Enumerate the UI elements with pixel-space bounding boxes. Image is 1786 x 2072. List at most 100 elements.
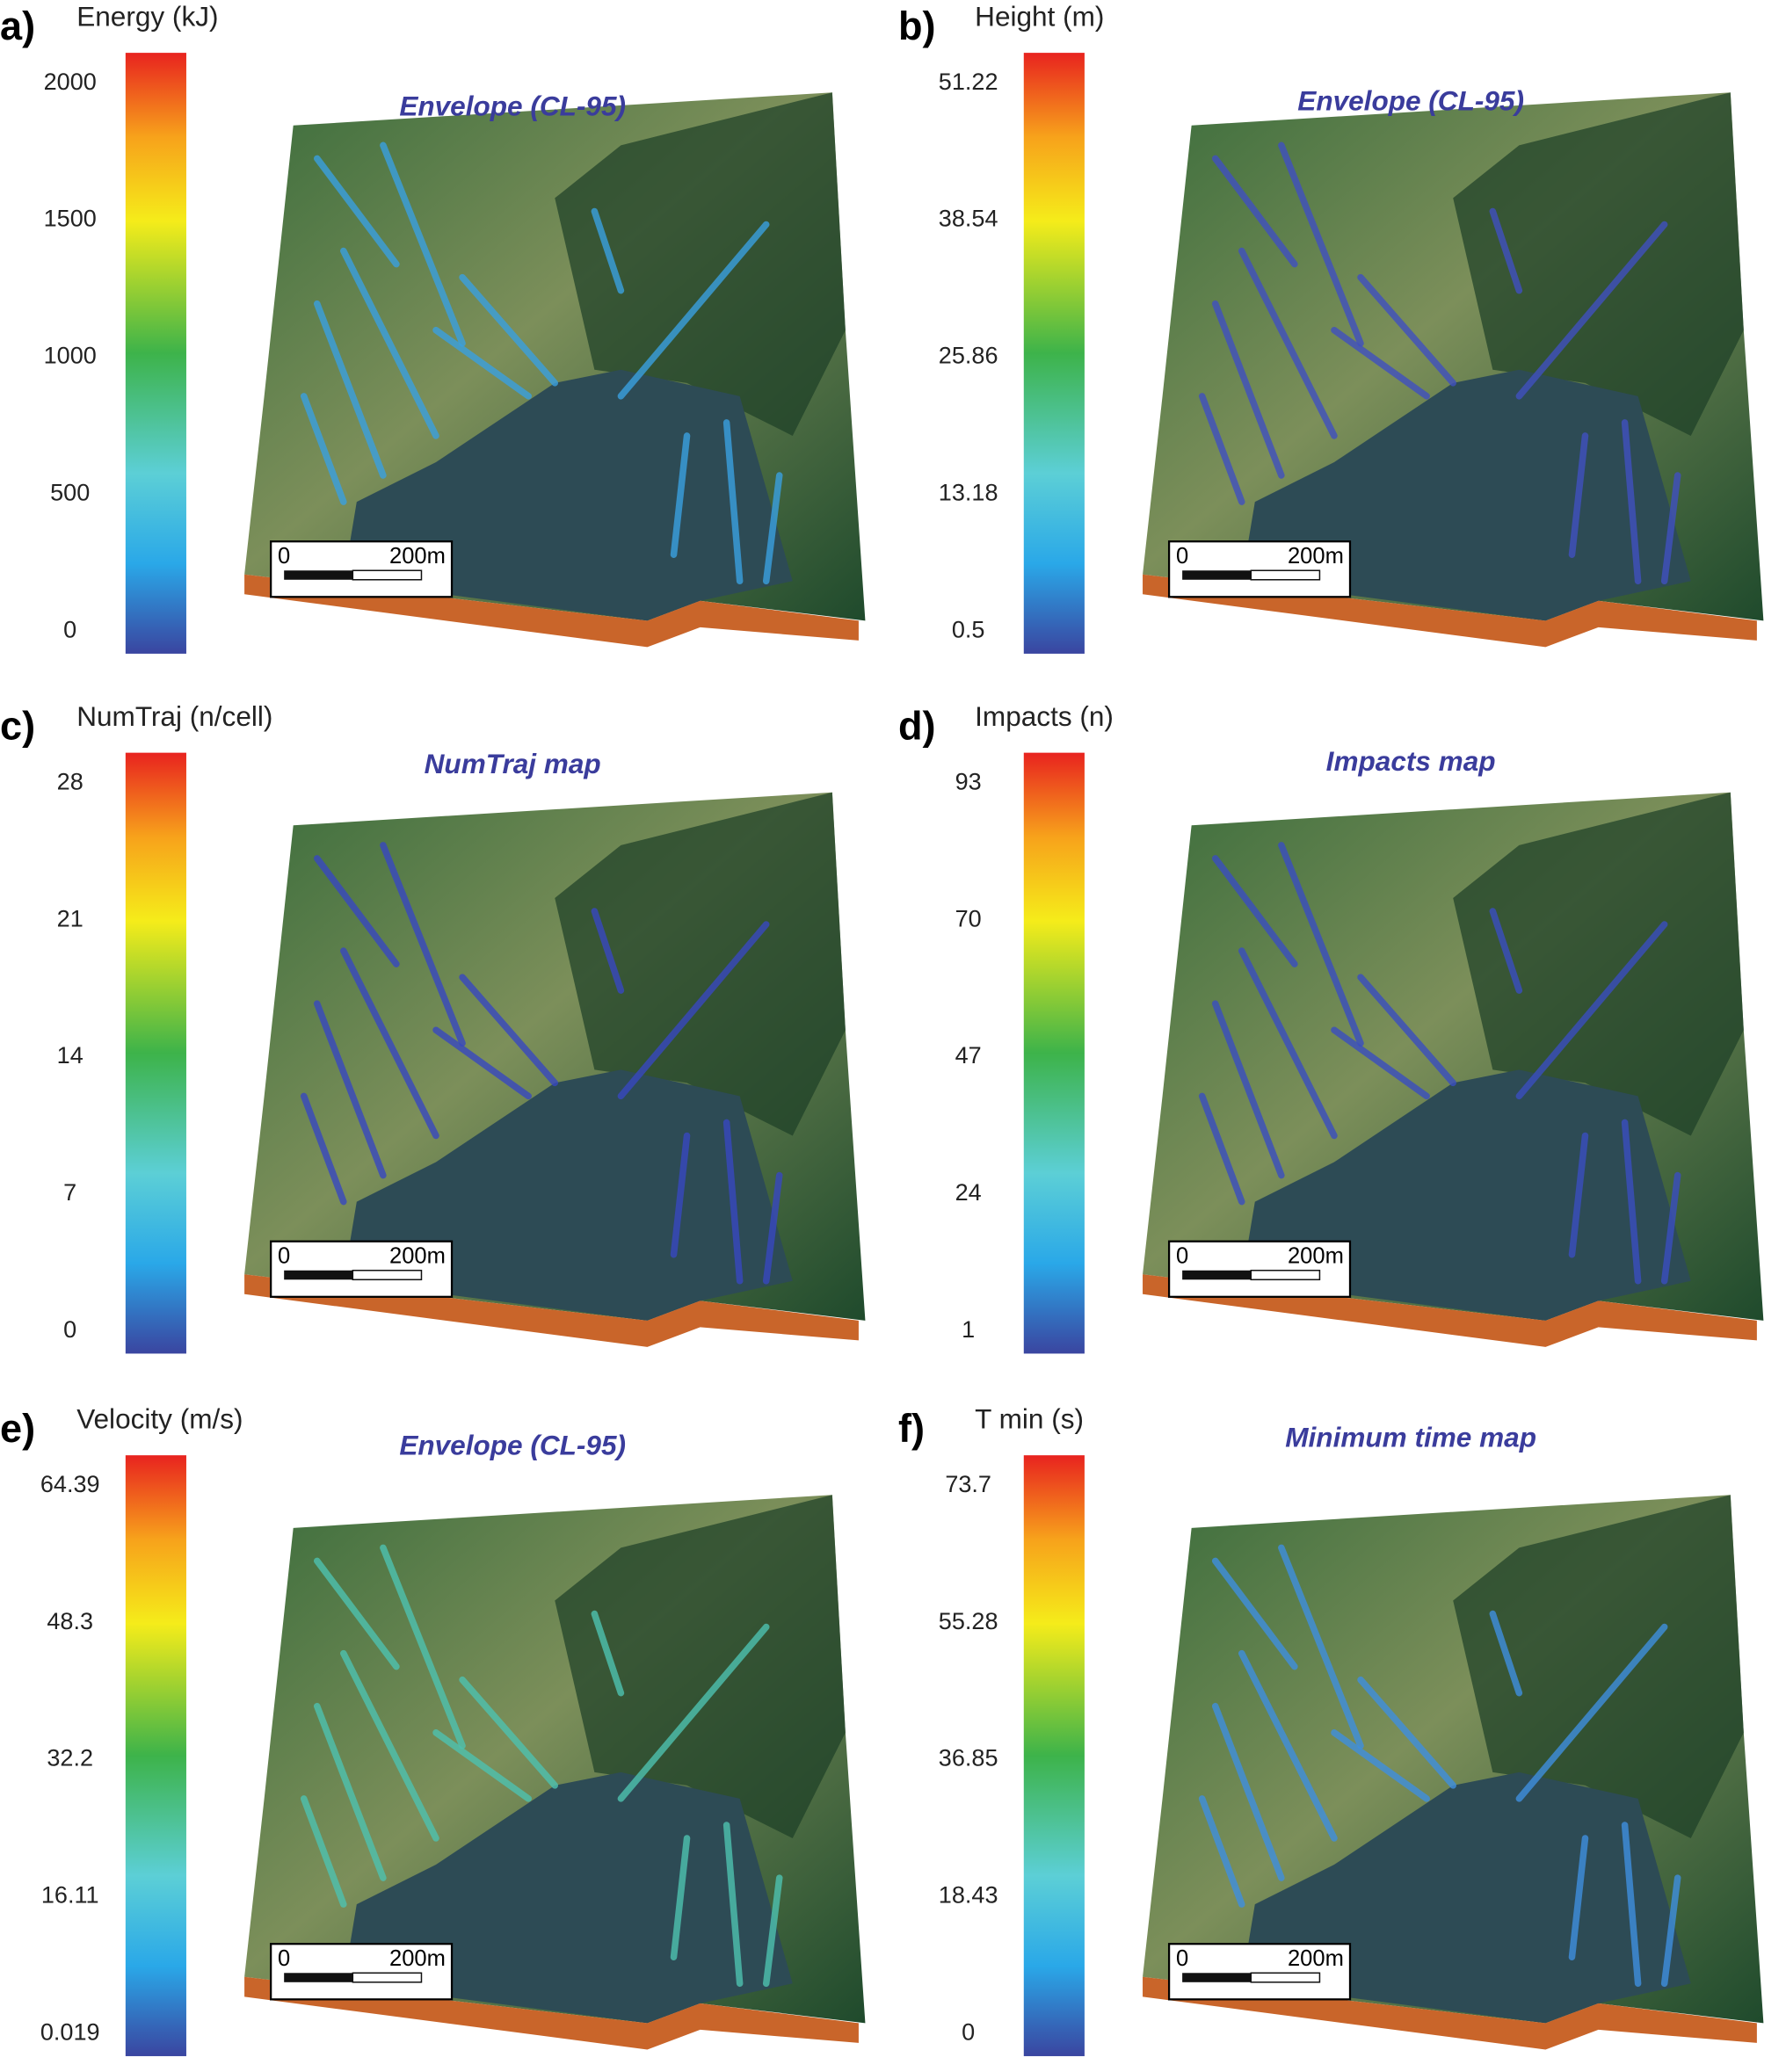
trajectory-streak <box>313 1000 387 1179</box>
colorbar-tick-label: 25.86 <box>939 343 998 369</box>
scale-label: 0 <box>278 544 290 569</box>
map-title: Envelope (CL-95) <box>1297 85 1524 117</box>
trajectory-streak <box>617 921 770 1100</box>
colorbar-tick-label: 7 <box>63 1179 76 1206</box>
colorbar-tick-label: 51.22 <box>939 69 998 95</box>
trajectory-streak <box>1211 300 1285 479</box>
colorbar-tick-label: 0.019 <box>40 2019 100 2046</box>
colorbar-tick-label: 28 <box>57 768 83 794</box>
panel: c) NumTraj (n/cell) 0 7 14 21 28 NumTraj map 0 20… <box>0 700 866 1354</box>
panel-label: d) <box>898 703 936 748</box>
trajectory-streak <box>1621 1822 1642 1988</box>
panel: d) Impacts (n) 1 24 47 70 93 Impacts map 0 200m <box>898 700 1764 1354</box>
trajectory-streak <box>591 908 625 994</box>
lake <box>343 1771 793 2024</box>
colorbar-tick-label: 1500 <box>44 206 97 232</box>
trajectory-streak <box>670 432 691 558</box>
panel: f) T min (s) 0 18.43 36.85 55.28 73.7 Minimum t… <box>898 1402 1764 2056</box>
trajectory-streak <box>762 472 783 585</box>
scale-bar <box>1182 1973 1252 1982</box>
trajectory-streak <box>1198 1795 1245 1908</box>
trajectory-streak <box>1278 141 1364 347</box>
colorbar-title: Energy (kJ) <box>76 0 218 32</box>
scale-label: 200m <box>1288 1946 1344 1971</box>
scale-box <box>1167 1240 1352 1298</box>
trajectory-streak <box>459 1676 559 1789</box>
scale-bar <box>352 569 423 581</box>
scale-bar <box>1250 1972 1321 1983</box>
trajectory-streak <box>380 842 466 1047</box>
trajectory-streak <box>617 221 770 400</box>
colorbar-tick-label: 0 <box>962 2019 975 2046</box>
trajectory-streak <box>1238 247 1338 439</box>
trajectory-streak <box>722 1119 744 1285</box>
trajectory-streak <box>432 1729 532 1802</box>
colorbar <box>125 53 186 654</box>
colorbar-tick-label: 24 <box>955 1179 982 1206</box>
trajectory-streak <box>313 1557 400 1670</box>
colorbar-title: Height (m) <box>975 0 1104 32</box>
scale-label: 0 <box>278 1243 290 1268</box>
scale-box <box>270 540 454 598</box>
scale-bar <box>352 1972 423 1983</box>
colorbar-tick-label: 21 <box>57 905 83 931</box>
trajectory-streak <box>1660 1171 1681 1285</box>
map-title: NumTraj map <box>425 748 601 779</box>
scale-box <box>270 1943 454 2001</box>
trajectory-streak <box>762 1874 783 1988</box>
trajectory-streak <box>722 419 744 585</box>
colorbar <box>1023 53 1085 654</box>
colorbar-tick-label: 55.28 <box>939 1608 998 1634</box>
trajectory-streak <box>1357 1676 1456 1789</box>
trajectory-streak <box>670 1835 691 1961</box>
trajectory-streak <box>1198 1092 1245 1206</box>
trajectory-streak <box>1238 947 1338 1140</box>
trajectory-streak <box>591 207 625 294</box>
colorbar <box>1023 1455 1085 2056</box>
scale-label: 0 <box>1176 1946 1188 1971</box>
scale-bar <box>352 1270 423 1281</box>
panel-label: b) <box>898 4 936 48</box>
trajectory-streak <box>459 974 559 1087</box>
scale-label: 0 <box>278 1946 290 1971</box>
trajectory-streak <box>1515 921 1668 1100</box>
lake <box>1241 369 1691 621</box>
scale-bar <box>284 1270 353 1280</box>
trajectory-streak <box>1515 1623 1668 1802</box>
terrain-shadow <box>1453 1495 1744 1838</box>
map-title: Envelope (CL-95) <box>399 91 626 122</box>
terrain-shadow <box>1453 792 1744 1136</box>
colorbar-tick-label: 0 <box>63 1316 76 1343</box>
panel-label: f) <box>898 1406 925 1451</box>
trajectory-streak <box>432 1026 532 1100</box>
colorbar-title: T min (s) <box>975 1402 1084 1434</box>
scale-label: 200m <box>389 1946 446 1971</box>
colorbar-tick-label: 0.5 <box>952 617 985 643</box>
colorbar-tick-label: 73.7 <box>945 1471 991 1497</box>
trajectory-streak <box>1660 1874 1681 1988</box>
colorbar-tick-label: 18.43 <box>939 1882 998 1909</box>
trajectory-streak <box>1357 273 1456 387</box>
trajectory-streak <box>1489 908 1523 994</box>
panel-label: e) <box>0 1406 35 1451</box>
colorbar-tick-label: 70 <box>955 905 982 931</box>
terrain-shadow <box>555 92 846 436</box>
trajectory-streak <box>313 300 387 479</box>
colorbar-tick-label: 93 <box>955 768 982 794</box>
trajectory-streak <box>300 1092 347 1206</box>
trajectory-streak <box>380 1544 466 1750</box>
trajectory-streak <box>1331 1026 1430 1100</box>
trajectory-streak <box>380 141 466 347</box>
colorbar <box>125 1455 186 2056</box>
scale-bar <box>1250 1270 1321 1281</box>
trajectory-streak <box>1238 1649 1338 1842</box>
trajectory-streak <box>1568 1132 1589 1258</box>
trajectory-streak <box>1331 1729 1430 1802</box>
scale-bar <box>284 570 353 580</box>
lake <box>343 1069 793 1321</box>
trajectory-streak <box>762 1171 783 1285</box>
scale-label: 200m <box>1288 544 1344 569</box>
trajectory-streak <box>1660 472 1681 585</box>
